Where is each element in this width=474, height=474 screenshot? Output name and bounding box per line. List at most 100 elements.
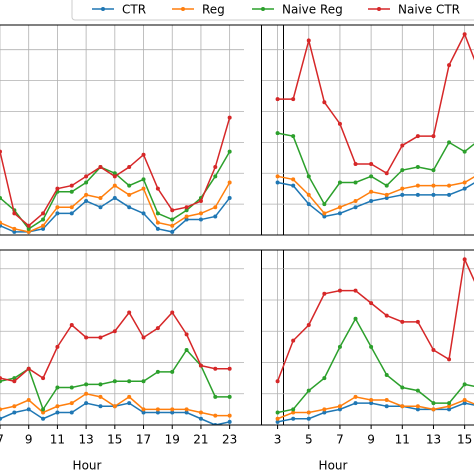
x-tick-label: 23	[222, 433, 237, 447]
point	[337, 211, 342, 216]
point	[198, 410, 203, 415]
point	[431, 407, 436, 412]
point	[213, 174, 218, 179]
x-tick-label: 21	[193, 433, 208, 447]
point	[98, 404, 103, 409]
x-tick-label: 13	[78, 433, 93, 447]
series-line	[277, 32, 474, 175]
point	[322, 407, 327, 412]
point	[198, 211, 203, 216]
point	[155, 220, 160, 225]
point	[0, 379, 2, 384]
point	[12, 211, 17, 216]
point	[127, 205, 132, 210]
point	[184, 214, 189, 219]
point	[213, 413, 218, 418]
point	[400, 385, 405, 390]
panel	[262, 250, 474, 425]
point	[41, 226, 46, 231]
point	[69, 183, 74, 188]
point	[353, 394, 358, 399]
point	[55, 344, 60, 349]
point	[384, 313, 389, 318]
point	[112, 379, 117, 384]
point	[227, 149, 232, 154]
point	[291, 407, 296, 412]
series-line	[277, 396, 474, 420]
point	[0, 407, 2, 412]
point	[291, 97, 296, 102]
point	[26, 223, 31, 228]
point	[353, 316, 358, 321]
legend-marker	[377, 7, 381, 11]
point	[127, 310, 132, 315]
point	[84, 199, 89, 204]
point	[227, 413, 232, 418]
point	[112, 171, 117, 176]
legend-marker	[181, 7, 185, 11]
point	[184, 217, 189, 222]
point	[141, 152, 146, 157]
series-line	[277, 402, 474, 423]
point	[447, 140, 452, 145]
point	[141, 335, 146, 340]
point	[127, 192, 132, 197]
point	[198, 199, 203, 204]
point	[0, 220, 2, 225]
point	[337, 205, 342, 210]
panel	[0, 250, 244, 425]
point	[369, 161, 374, 166]
point	[447, 192, 452, 197]
point	[431, 192, 436, 197]
point	[84, 174, 89, 179]
point	[227, 419, 232, 424]
point	[384, 183, 389, 188]
point	[275, 416, 280, 421]
point	[322, 214, 327, 219]
point	[69, 211, 74, 216]
x-tick-label: 9	[25, 433, 33, 447]
point	[55, 404, 60, 409]
point	[170, 208, 175, 213]
point	[291, 134, 296, 139]
point	[69, 323, 74, 327]
x-tick-label: 15	[457, 433, 472, 447]
point	[384, 192, 389, 197]
point	[400, 404, 405, 409]
point	[26, 226, 31, 231]
point	[353, 199, 358, 204]
point	[306, 416, 311, 421]
point	[337, 344, 342, 349]
point	[84, 401, 89, 406]
point	[170, 369, 175, 374]
point	[127, 401, 132, 406]
point	[227, 180, 232, 185]
point	[369, 199, 374, 204]
series-line	[277, 317, 474, 414]
point	[213, 205, 218, 210]
point	[415, 183, 420, 188]
point	[291, 177, 296, 182]
point	[400, 168, 405, 173]
point	[400, 192, 405, 197]
point	[127, 379, 132, 384]
legend-label: Naive Reg	[282, 3, 343, 17]
point	[353, 401, 358, 406]
x-tick-label: 11	[50, 433, 65, 447]
point	[306, 323, 311, 327]
point	[41, 416, 46, 421]
point	[170, 229, 175, 234]
x-tick-label: 7	[0, 433, 4, 447]
point	[213, 394, 218, 399]
point	[12, 379, 17, 384]
point	[213, 366, 218, 371]
point	[69, 410, 74, 415]
point	[291, 183, 296, 188]
legend: CTR Reg Naive Reg Naive CTR	[71, 0, 474, 21]
point	[98, 205, 103, 210]
point	[184, 410, 189, 415]
x-tick-label: 3	[274, 433, 282, 447]
series-line	[277, 175, 474, 215]
point	[447, 357, 452, 362]
